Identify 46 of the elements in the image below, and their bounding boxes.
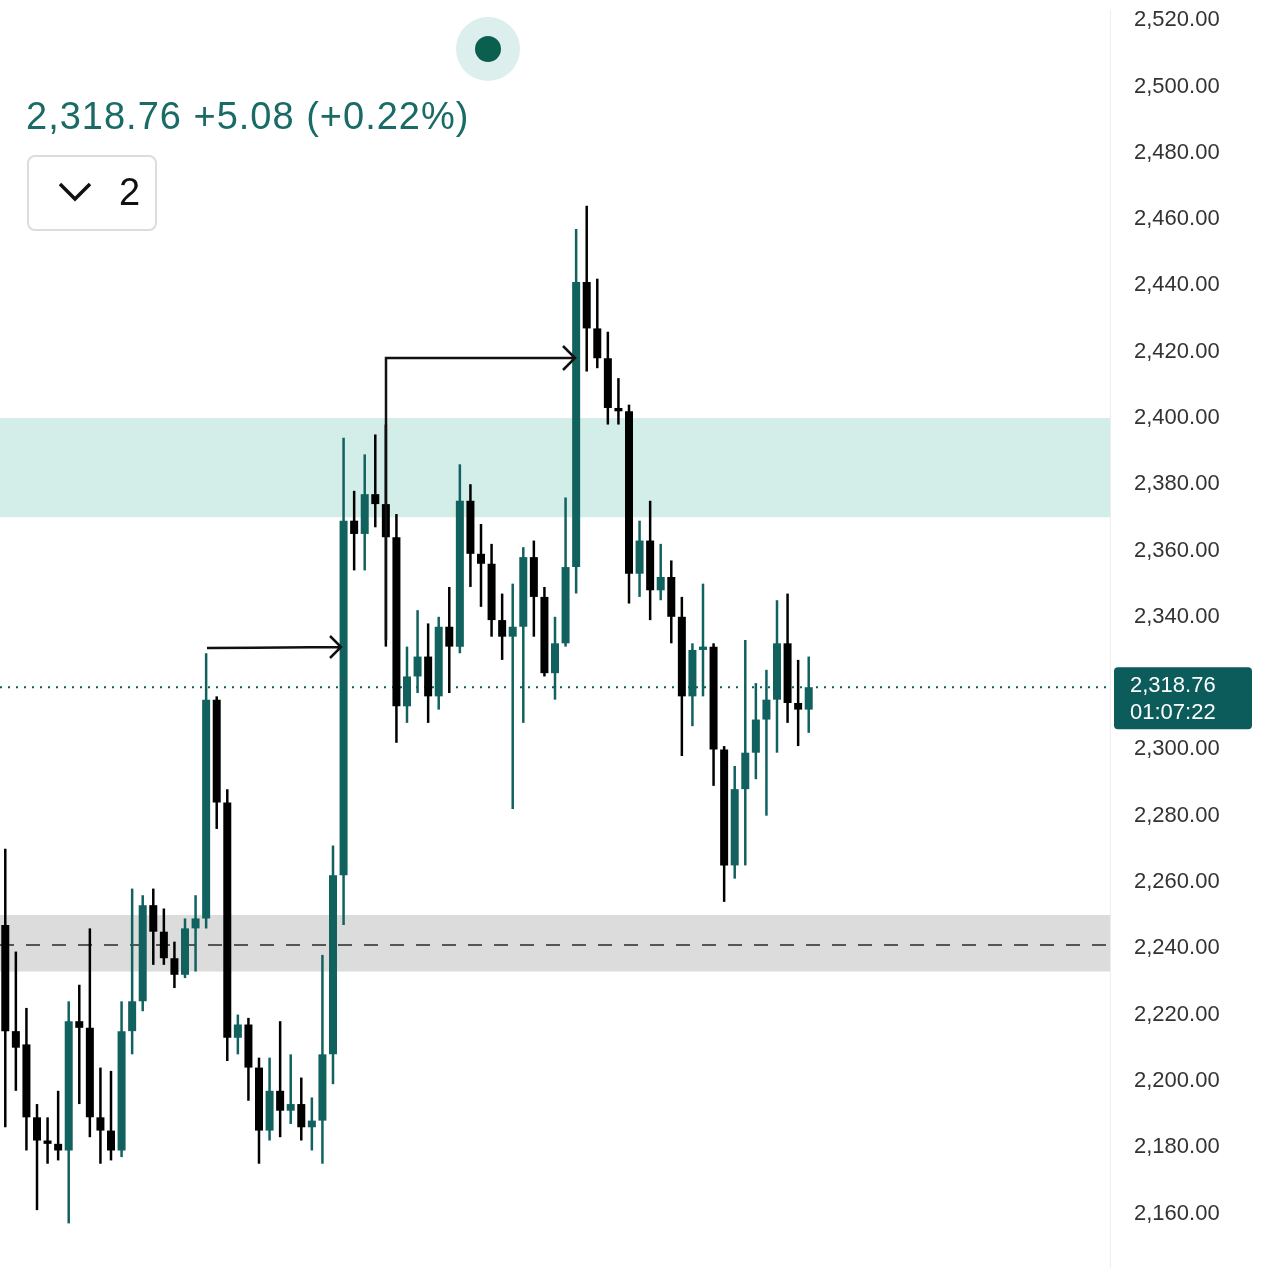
candlestick [804, 655, 813, 735]
y-tick-label: 2,360.00 [1134, 536, 1220, 562]
candlestick [75, 983, 84, 1106]
candlestick [170, 940, 179, 990]
y-tick-label: 2,240.00 [1134, 934, 1220, 960]
candlestick [794, 658, 803, 748]
candlestick [445, 585, 454, 695]
y-tick-label: 2,500.00 [1134, 72, 1220, 98]
y-tick-label: 2,460.00 [1134, 205, 1220, 231]
candlestick [191, 893, 200, 973]
y-tick-label: 2,280.00 [1134, 801, 1220, 827]
candlestick [413, 608, 422, 695]
ref-line-label: 2,318.76 [1130, 672, 1216, 698]
y-tick-label: 2,480.00 [1134, 138, 1220, 164]
candlestick [350, 489, 359, 572]
candlestick [508, 582, 517, 811]
y-tick-label: 2,300.00 [1134, 735, 1220, 761]
text: 2,318.76 +5.08 (+0.22%) [26, 95, 470, 138]
candlestick [33, 1102, 41, 1212]
candlestick [297, 1076, 306, 1142]
y-tick-label: 2,400.00 [1134, 403, 1220, 429]
candlestick [307, 1096, 316, 1152]
candlestick [276, 1019, 285, 1139]
candlestick [477, 522, 485, 609]
candlestick [286, 1053, 295, 1126]
y-tick-label: 2,160.00 [1134, 1199, 1220, 1225]
candlestick [107, 1069, 115, 1162]
candlestick [54, 1089, 63, 1162]
candlestick [371, 433, 380, 529]
y-tick-label: 2,440.00 [1134, 271, 1220, 297]
candlestick [11, 950, 20, 1093]
y-tick-label: 2,220.00 [1134, 1000, 1220, 1026]
y-tick-label: 2,380.00 [1134, 470, 1220, 496]
candlestick [656, 542, 665, 602]
y-tick-label: 2,200.00 [1134, 1066, 1220, 1092]
text: 01:07:22 [1130, 699, 1216, 725]
y-tick-label: 2,520.00 [1134, 6, 1220, 32]
toggle-button: 2 [27, 155, 157, 231]
annotation: 2 [119, 171, 141, 214]
y-tick-label: 2,420.00 [1134, 337, 1220, 363]
candlestick [233, 1013, 242, 1056]
y-tick-label: 2,260.00 [1134, 868, 1220, 894]
y-tick-label: 2,340.00 [1134, 602, 1220, 628]
candlestick [498, 592, 507, 662]
y-tick-label: 2,180.00 [1134, 1133, 1220, 1159]
candlestick [96, 1066, 105, 1165]
